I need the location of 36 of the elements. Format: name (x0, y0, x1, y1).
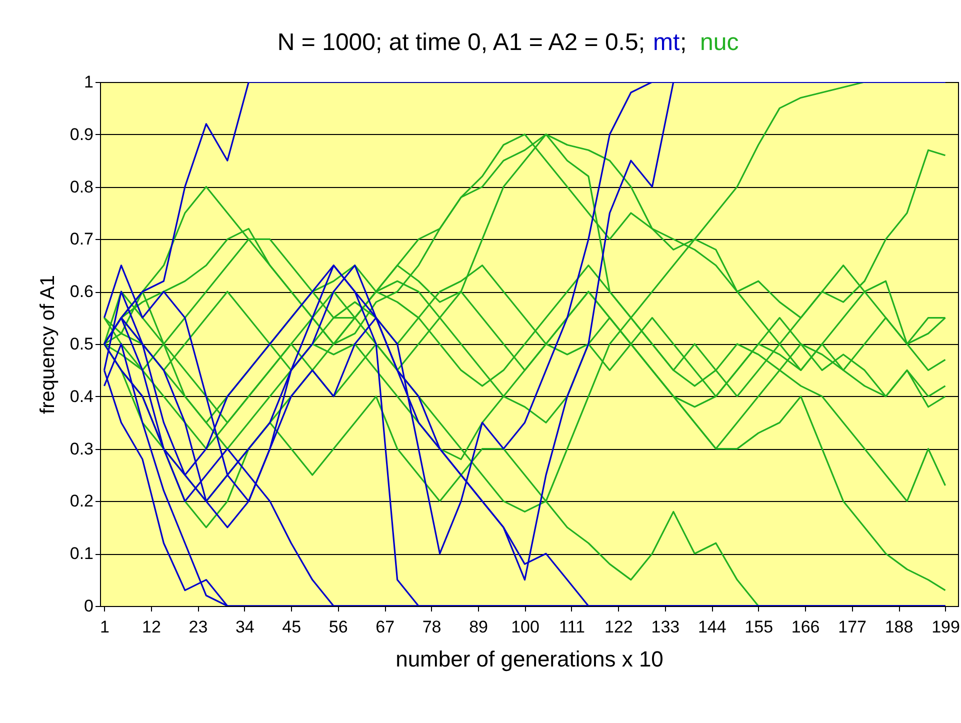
x-tick-label: 199 (932, 618, 960, 636)
x-tick-label: 100 (511, 618, 540, 636)
series-label: mt (653, 29, 680, 56)
y-tick-label: 0.4 (70, 386, 94, 406)
x-tick-label: 34 (235, 618, 254, 636)
x-tick-label: 56 (328, 618, 348, 636)
text: nuc (700, 29, 739, 56)
text: ; (680, 29, 687, 56)
x-tick-label: 12 (142, 618, 161, 636)
x-tick-label: 111 (559, 618, 585, 636)
x-axis-title: number of generations x 10 (396, 646, 664, 672)
y-tick-label: 0.3 (70, 439, 94, 458)
x-tick-label: 45 (282, 618, 302, 636)
x-tick-label: 23 (188, 618, 208, 636)
x-tick-label: 67 (376, 618, 395, 636)
x-tick-label: 166 (791, 618, 820, 636)
x-tick-label: 1 (100, 618, 110, 636)
x-tick-label: 188 (884, 618, 914, 636)
x-tick-label: 78 (422, 618, 442, 636)
x-tick-label: 155 (744, 618, 774, 636)
y-tick-label: 1 (84, 72, 94, 92)
x-tick-label: 144 (698, 618, 726, 636)
y-tick-label: 0 (84, 596, 94, 616)
y-tick-label: 0.7 (70, 230, 94, 249)
y-tick-label: 0.9 (70, 124, 94, 144)
x-tick-label: 177 (838, 618, 866, 636)
chart-title: N = 1000; at time 0, A1 = A2 = 0.5; (277, 29, 645, 56)
y-tick-label: 0.8 (70, 177, 94, 196)
y-tick-label: 0.5 (70, 334, 94, 354)
x-tick-label: 122 (604, 618, 633, 636)
y-tick-label: 0.6 (70, 282, 94, 302)
y-axis-title: frequency of A1 (36, 275, 59, 414)
x-tick-label: 89 (469, 618, 488, 636)
x-tick-label: 133 (651, 618, 680, 636)
y-tick-label: 0.2 (70, 492, 94, 511)
y-tick-label: 0.1 (70, 544, 94, 564)
